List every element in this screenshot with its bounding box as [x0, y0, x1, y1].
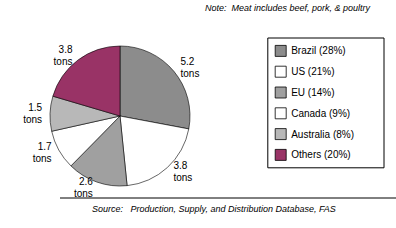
svg-text:3.8: 3.8: [59, 44, 73, 55]
svg-text:tons: tons: [74, 188, 93, 199]
svg-text:tons: tons: [180, 68, 199, 79]
svg-text:3.8: 3.8: [173, 160, 187, 171]
svg-text:tons: tons: [54, 56, 73, 67]
svg-text:1.5: 1.5: [28, 102, 42, 113]
svg-text:Australia (8%): Australia (8%): [291, 129, 354, 140]
svg-text:tons: tons: [23, 114, 42, 125]
svg-text:US (21%): US (21%): [291, 66, 334, 77]
svg-text:Others (20%): Others (20%): [291, 149, 350, 160]
svg-text:1.7: 1.7: [38, 141, 52, 152]
svg-text:tons: tons: [173, 172, 192, 183]
svg-text:EU (14%): EU (14%): [291, 87, 334, 98]
svg-text:Brazil (28%): Brazil (28%): [291, 45, 345, 56]
svg-text:Source: Production, Supply,: Source: Production, Supply, and Distribu…: [92, 204, 336, 214]
svg-text:Note: Meat includes beef, por: Note: Meat includes beef, pork, & poultr…: [205, 3, 371, 13]
svg-text:2.6: 2.6: [79, 176, 93, 187]
svg-text:5.2: 5.2: [180, 56, 194, 67]
svg-text:Canada (9%): Canada (9%): [291, 108, 350, 119]
svg-text:tons: tons: [33, 153, 52, 164]
